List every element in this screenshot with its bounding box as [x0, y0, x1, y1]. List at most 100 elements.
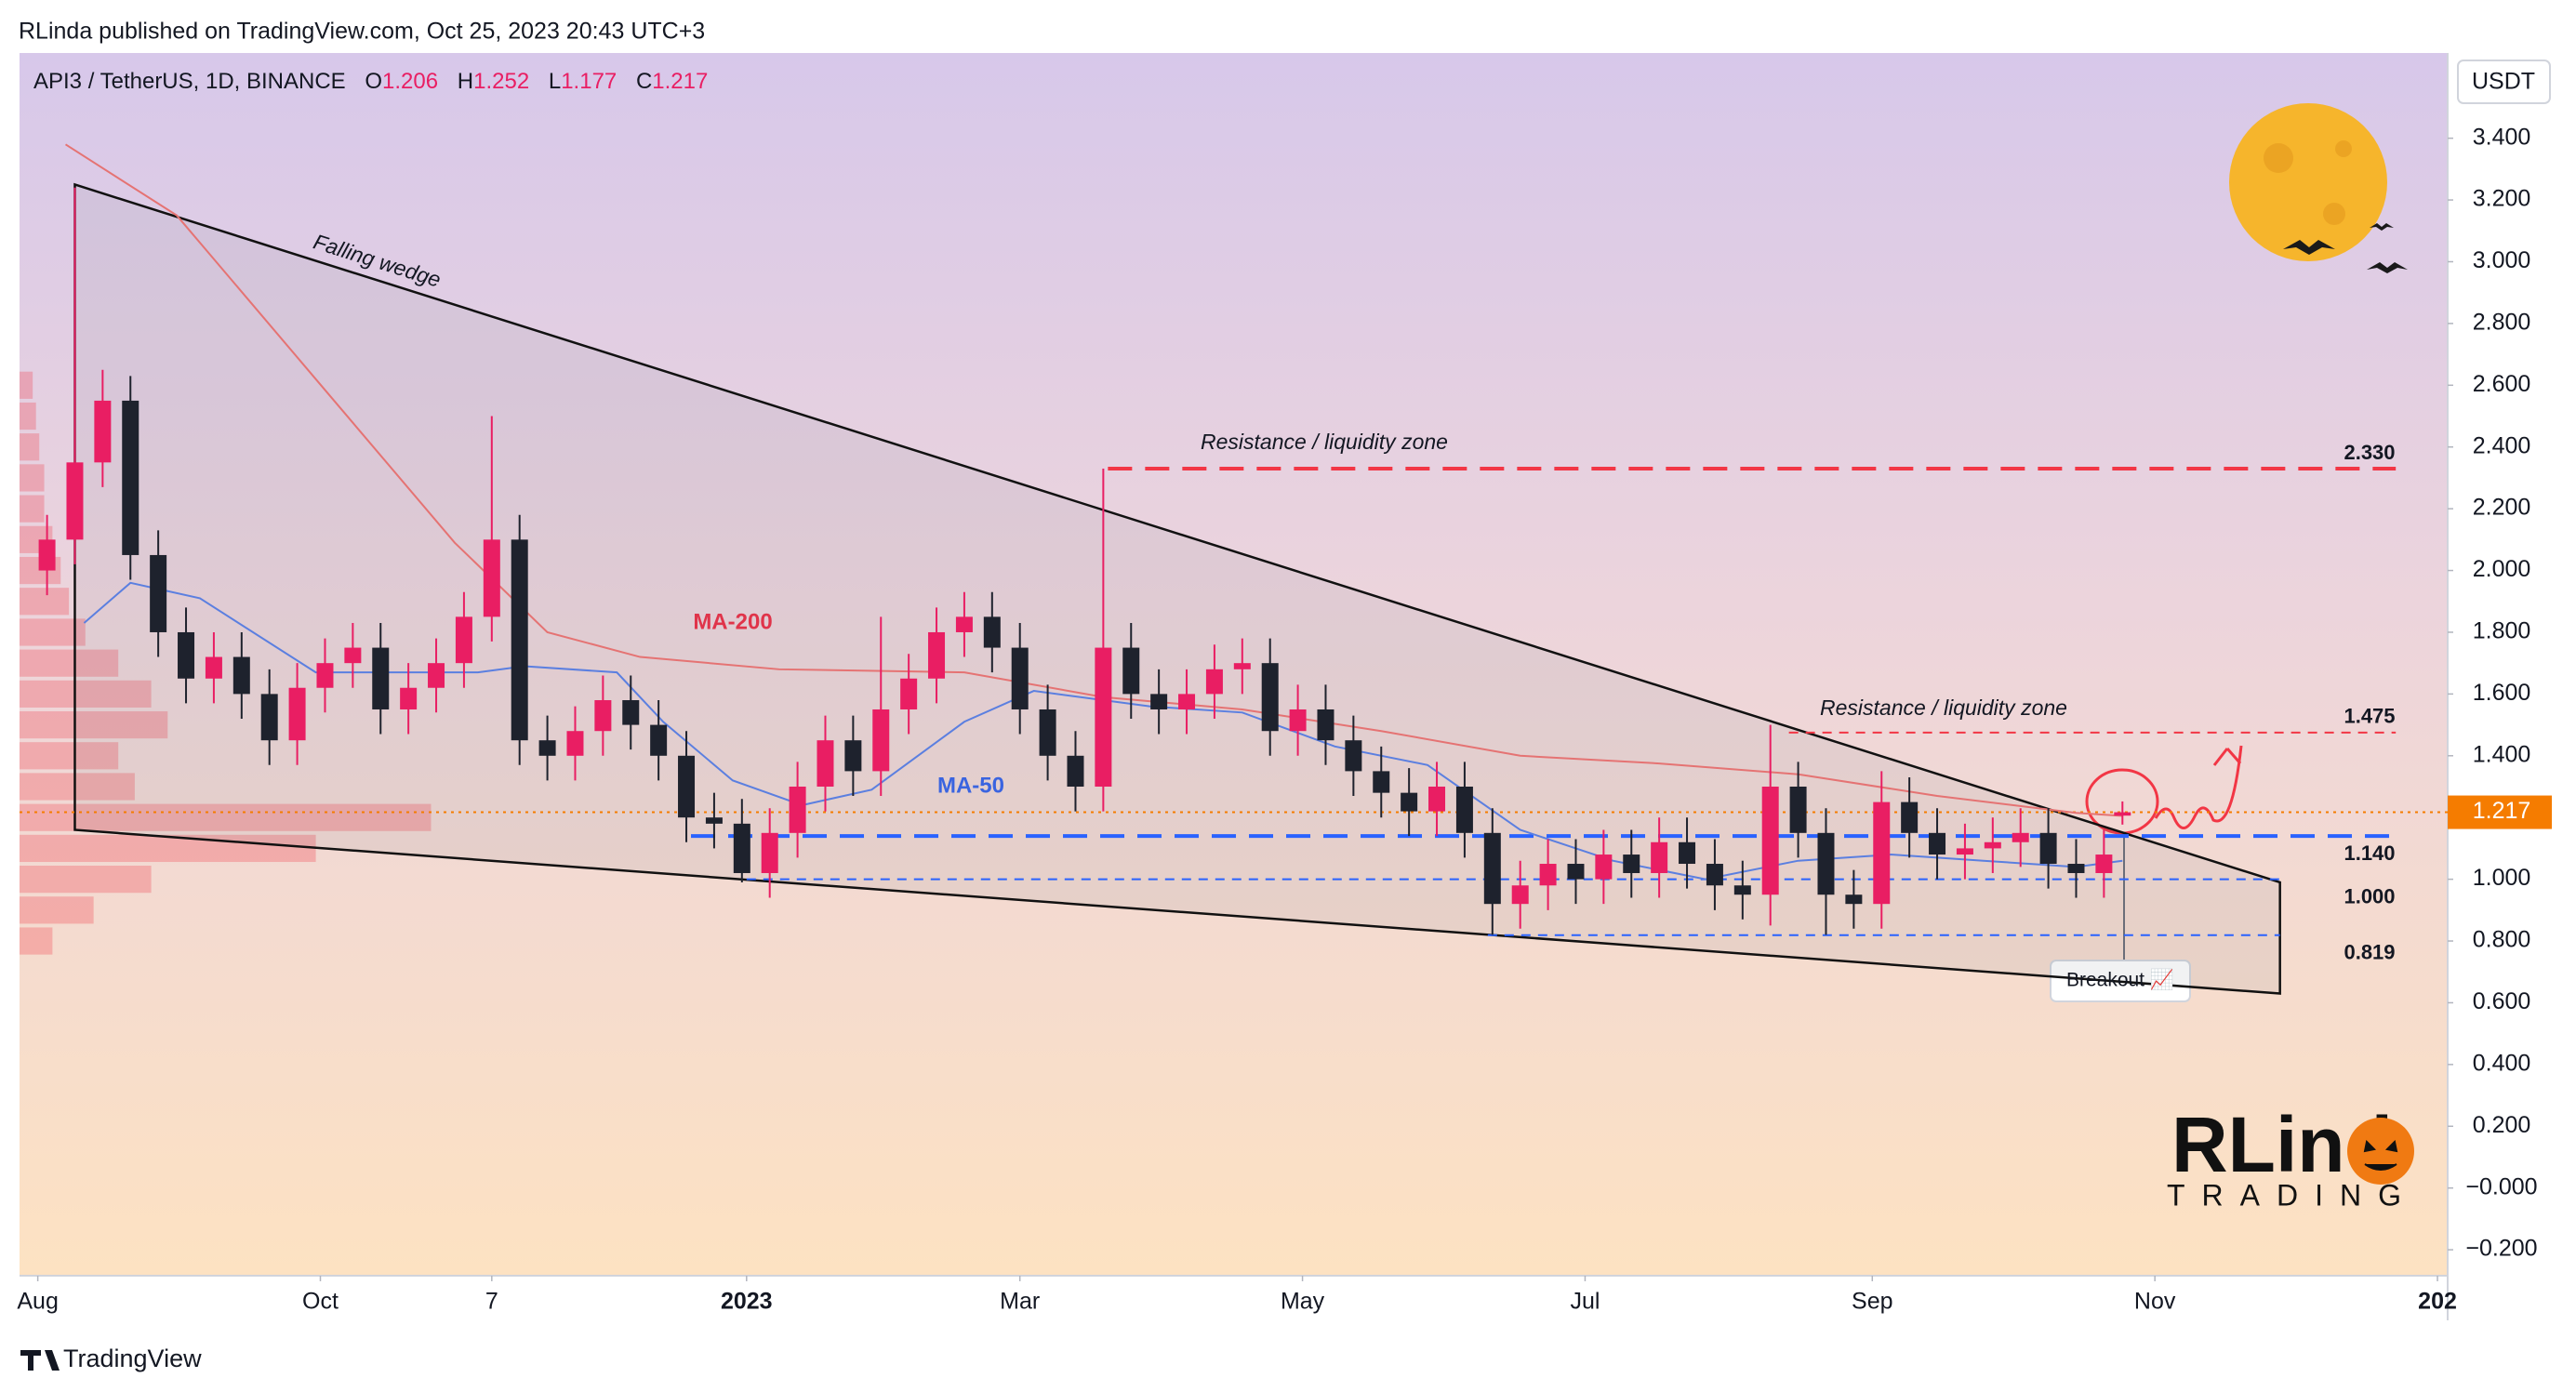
candle-body: [2114, 812, 2131, 816]
x-tick-label: Aug: [17, 1289, 58, 1315]
y-tick-label: 0.400: [2473, 1050, 2531, 1076]
y-tick-label: 2.000: [2473, 556, 2531, 582]
candle-body: [344, 647, 362, 664]
candle-body: [1261, 663, 1279, 732]
volume-profile-bar: [20, 773, 135, 801]
candle-body: [2012, 832, 2029, 842]
candle-body: [94, 400, 112, 463]
candle-body: [678, 755, 696, 818]
candle-body: [1345, 740, 1362, 772]
volume-profile-bar: [20, 371, 33, 399]
y-tick-label: 1.600: [2473, 680, 2531, 706]
series-label: MA-200: [693, 609, 772, 634]
candle-body: [178, 631, 195, 679]
candle-body: [511, 539, 528, 741]
candle-body: [1067, 755, 1084, 787]
candle-body: [1233, 663, 1251, 669]
candle-body: [260, 694, 278, 741]
pumpkin-face: [2363, 1139, 2398, 1171]
volume-profile-bar: [20, 834, 316, 863]
volume-profile-bar: [20, 680, 152, 708]
candle-body: [1595, 854, 1613, 880]
candle-body: [1511, 885, 1529, 905]
candle-body: [1845, 894, 1863, 905]
series-label: MA-50: [937, 773, 1004, 798]
volume-profile-bar: [20, 866, 152, 894]
candle-body: [1567, 864, 1585, 880]
ohlc-value: 1.206: [382, 69, 438, 94]
candle-body: [2067, 864, 2085, 873]
y-tick-label: 3.200: [2473, 186, 2531, 212]
volume-profile-bar: [20, 588, 70, 616]
candle-body: [1095, 647, 1112, 787]
ohlc-key: C: [636, 69, 652, 94]
x-tick-label: Oct: [302, 1289, 339, 1315]
candle-body: [1679, 841, 1696, 865]
y-tick-label: 2.400: [2473, 432, 2531, 458]
candle-body: [1651, 841, 1668, 873]
candle-body: [1984, 841, 2001, 849]
y-tick-label: 2.600: [2473, 371, 2531, 397]
candle-body: [650, 724, 668, 756]
candle-body: [400, 687, 418, 709]
candle-body: [1373, 771, 1390, 793]
ohlc-value: 1.217: [652, 69, 708, 94]
candle-body: [761, 832, 778, 873]
y-tick-label: 0.200: [2473, 1112, 2531, 1138]
x-tick-label: Sep: [1852, 1289, 1892, 1315]
y-tick-label: −0.200: [2465, 1236, 2537, 1262]
candle-body: [1789, 787, 1807, 833]
candle-body: [1178, 694, 1196, 709]
volume-profile-bar: [20, 464, 45, 492]
plot-layer: 2.3301.4751.1401.0000.819MA-200MA-50Fall…: [20, 143, 2448, 995]
candle-body: [1733, 885, 1751, 895]
pumpkin: [2347, 1118, 2414, 1185]
ohlc-key: L: [549, 69, 561, 94]
header: RLinda published on TradingView.com, Oct…: [19, 19, 705, 45]
level-label: 2.330: [2344, 441, 2395, 464]
candle-body: [1455, 787, 1473, 833]
candle-body: [38, 539, 56, 571]
last-price-label: 1.217: [2473, 798, 2531, 824]
candle-body: [2039, 832, 2057, 865]
candle-body: [1761, 787, 1779, 895]
moon-decoration: [2229, 103, 2408, 273]
candle-body: [872, 709, 890, 772]
candle-body: [1623, 854, 1640, 873]
x-tick-label: 202: [2418, 1289, 2457, 1315]
candle-body: [1428, 787, 1446, 812]
candle-body: [1539, 864, 1557, 886]
volume-profile-bar: [20, 402, 36, 431]
candle-body: [594, 700, 612, 732]
candle-body: [705, 817, 723, 824]
candle-body: [205, 656, 222, 679]
watermark-bottom: TRADING: [2167, 1178, 2418, 1212]
level-label: 1.475: [2344, 705, 2395, 728]
y-tick-label: 3.000: [2473, 247, 2531, 273]
y-tick-label: 0.600: [2473, 988, 2531, 1014]
candle-body: [900, 678, 918, 709]
candle-body: [733, 823, 750, 873]
level-label: 0.819: [2344, 941, 2395, 964]
candle-body: [844, 740, 862, 772]
candle-body: [1483, 832, 1501, 905]
candle-body: [983, 616, 1001, 648]
y-tick-label: 1.800: [2473, 618, 2531, 644]
candle-body: [232, 656, 250, 695]
y-tick-label: 0.800: [2473, 927, 2531, 953]
falling-wedge: [73, 182, 2281, 995]
candle-body: [122, 400, 139, 555]
level-label: 1.140: [2344, 841, 2395, 865]
currency-box: [2457, 60, 2551, 104]
candle-body: [1011, 647, 1029, 709]
callout-text: Breakout 📈: [2066, 968, 2174, 991]
candle-body: [1317, 709, 1334, 741]
candle-body: [455, 616, 472, 664]
candle-body: [1817, 832, 1835, 895]
candle-body: [150, 554, 167, 632]
volume-profile-bar: [20, 495, 45, 523]
volume-profile-bar: [20, 433, 40, 461]
footer: TradingView: [63, 1345, 202, 1372]
